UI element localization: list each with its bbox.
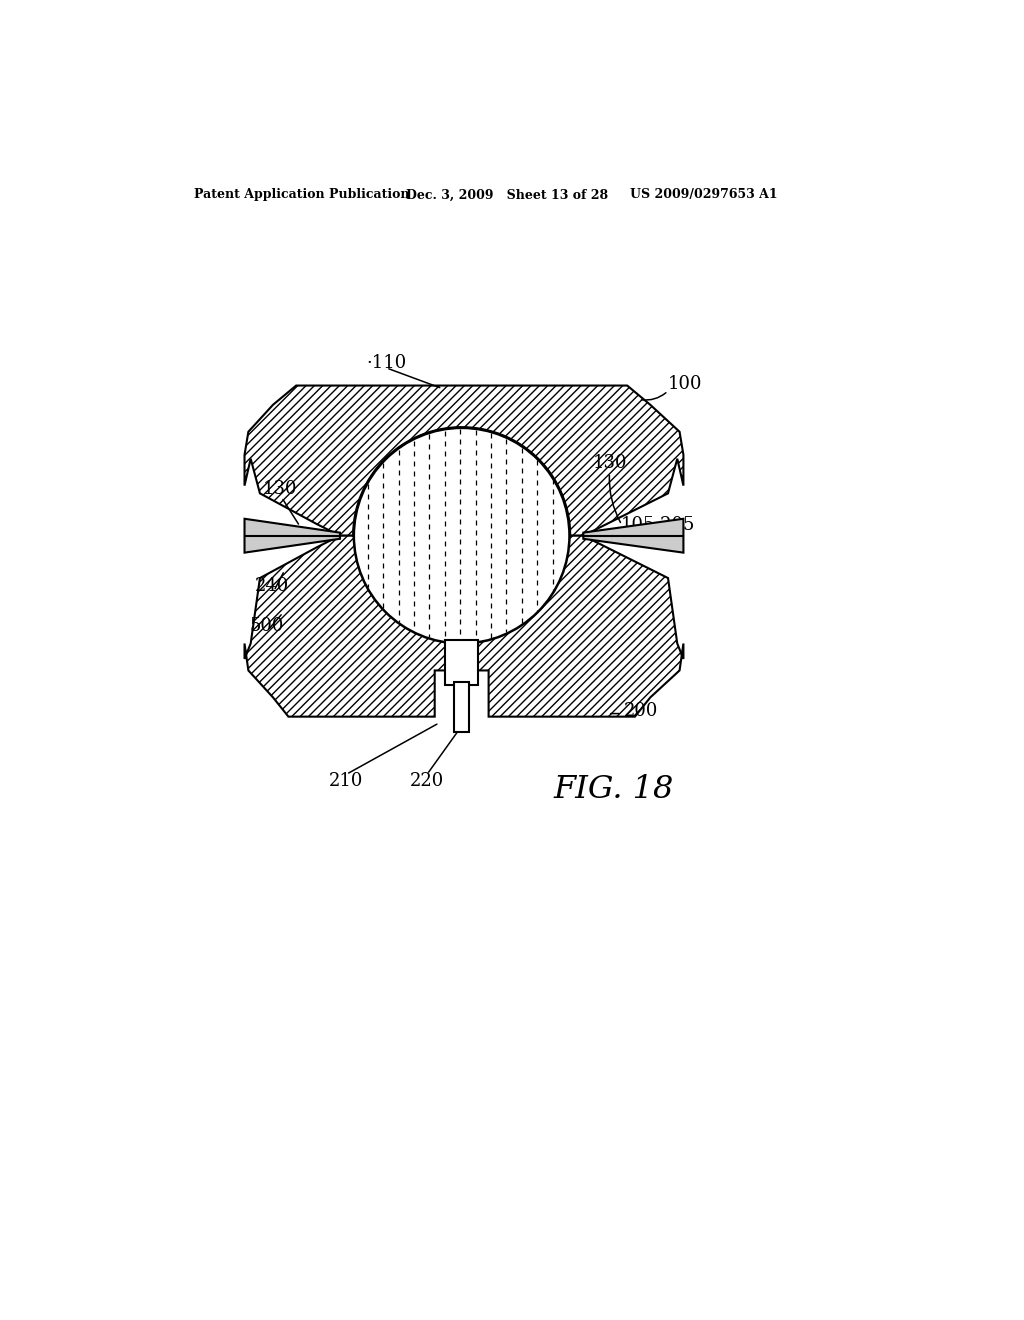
Polygon shape (245, 385, 683, 644)
Text: 500: 500 (250, 616, 285, 635)
Polygon shape (245, 519, 340, 553)
Text: ·110: ·110 (367, 354, 407, 372)
Polygon shape (245, 428, 683, 717)
Text: 220: 220 (410, 772, 444, 789)
Circle shape (354, 428, 569, 644)
Text: Dec. 3, 2009   Sheet 13 of 28: Dec. 3, 2009 Sheet 13 of 28 (407, 189, 608, 202)
Text: 210: 210 (329, 772, 364, 789)
Text: 130: 130 (263, 480, 298, 499)
Text: 105,205: 105,205 (621, 515, 694, 533)
Text: Patent Application Publication: Patent Application Publication (195, 189, 410, 202)
Text: 130: 130 (593, 454, 627, 471)
Text: FIG. 18: FIG. 18 (554, 775, 675, 805)
Text: 240: 240 (255, 577, 290, 595)
Bar (445, 640, 478, 685)
Polygon shape (584, 519, 683, 553)
Text: 200: 200 (624, 702, 657, 721)
Text: 100: 100 (668, 375, 702, 393)
Bar (454, 682, 469, 733)
Text: US 2009/0297653 A1: US 2009/0297653 A1 (630, 189, 777, 202)
